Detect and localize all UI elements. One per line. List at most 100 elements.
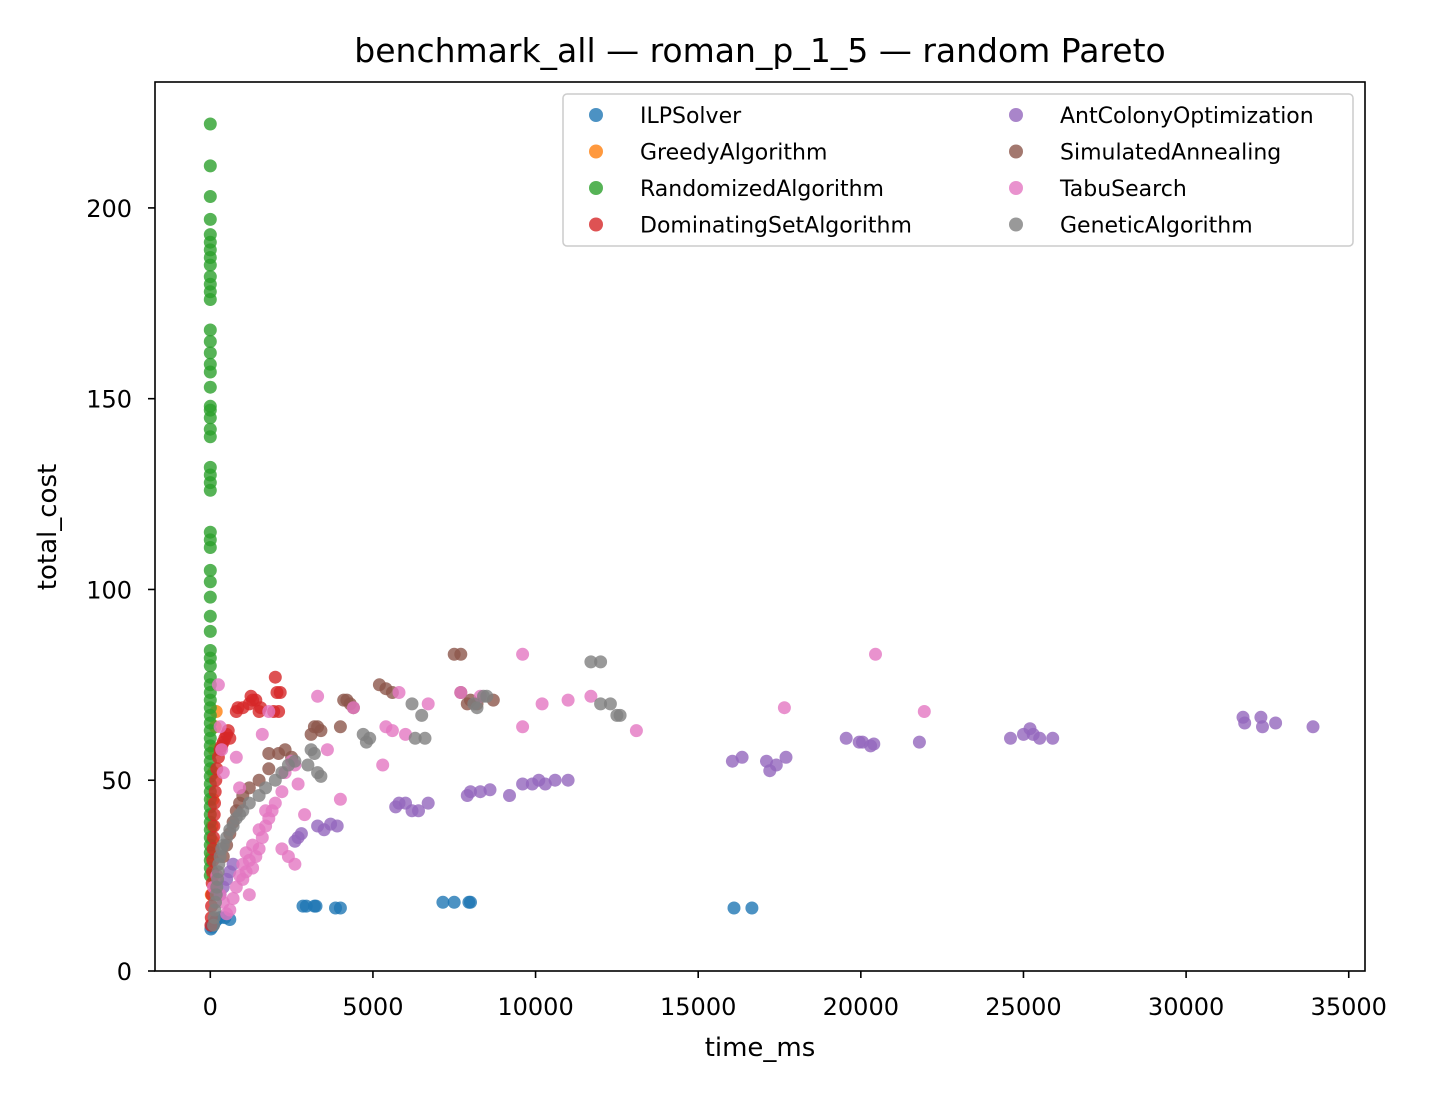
data-point xyxy=(405,697,419,711)
data-point xyxy=(203,190,217,203)
data-point xyxy=(311,689,325,703)
data-point xyxy=(207,831,220,844)
data-point xyxy=(1306,720,1320,734)
data-point xyxy=(1004,731,1017,745)
legend-item-SimulatedAnnealing: SimulatedAnnealing xyxy=(1009,141,1281,166)
data-point xyxy=(333,792,347,806)
x-axis-ticks: 0 5000 10000 15000 20000 25000 30000 35000 xyxy=(203,971,1387,1021)
data-point xyxy=(203,624,217,638)
data-point xyxy=(917,705,931,718)
legend-label: ILPSolver xyxy=(640,104,742,129)
data-point xyxy=(203,365,217,379)
data-point xyxy=(769,758,783,772)
data-point xyxy=(779,750,793,764)
data-point xyxy=(1269,716,1283,730)
data-point xyxy=(203,563,217,577)
data-point xyxy=(211,678,225,692)
data-point xyxy=(727,901,741,915)
data-point xyxy=(314,724,328,738)
legend-label: AntColonyOptimization xyxy=(1060,104,1314,129)
data-point xyxy=(503,789,516,802)
legend-item-GeneticAlgorithm: GeneticAlgorithm xyxy=(1009,214,1253,239)
data-point xyxy=(203,293,217,306)
data-point xyxy=(584,655,598,669)
data-point xyxy=(203,659,217,673)
y-tick-label: 200 xyxy=(86,195,132,223)
data-point xyxy=(421,796,435,810)
data-point xyxy=(229,750,243,764)
data-point xyxy=(363,731,377,745)
legend-marker xyxy=(1009,108,1023,122)
data-point xyxy=(561,693,575,707)
series-RandomizedAlgorithm xyxy=(203,117,217,883)
data-point xyxy=(242,888,256,902)
data-point xyxy=(203,609,217,623)
data-point xyxy=(392,686,406,699)
y-tick-label: 100 xyxy=(86,576,132,604)
x-axis-label: time_ms xyxy=(705,1033,816,1063)
data-point xyxy=(262,747,276,760)
data-point xyxy=(255,727,269,741)
data-point xyxy=(1238,716,1252,730)
data-point xyxy=(288,754,302,768)
data-point xyxy=(869,647,882,661)
data-point xyxy=(298,808,312,822)
x-tick-label: 15000 xyxy=(660,993,736,1021)
data-point xyxy=(745,901,759,915)
data-point xyxy=(215,743,229,757)
data-point xyxy=(203,159,217,173)
data-point xyxy=(223,903,237,917)
data-point xyxy=(203,430,217,444)
legend-label: RandomizedAlgorithm xyxy=(640,177,884,202)
data-point xyxy=(288,857,302,871)
x-tick-label: 5000 xyxy=(342,993,403,1021)
data-point xyxy=(464,895,477,909)
data-point xyxy=(309,899,323,913)
legend-label: DominatingSetAlgorithm xyxy=(640,214,912,239)
data-point xyxy=(268,796,282,810)
data-point xyxy=(412,804,425,818)
data-point xyxy=(1046,731,1060,745)
data-point xyxy=(272,705,286,718)
data-point xyxy=(203,212,217,226)
x-tick-label: 10000 xyxy=(497,993,573,1021)
data-point xyxy=(307,747,321,760)
data-point xyxy=(203,117,217,131)
y-axis-ticks: 0 50 100 150 200 xyxy=(86,195,155,986)
data-point xyxy=(735,750,749,764)
data-point xyxy=(629,724,643,738)
data-point xyxy=(314,769,328,783)
legend-marker xyxy=(589,108,603,122)
data-point xyxy=(203,411,217,425)
data-point xyxy=(464,785,477,799)
data-point xyxy=(213,720,227,734)
data-point xyxy=(208,785,222,799)
chart-title: benchmark_all — roman_p_1_5 — random Par… xyxy=(354,31,1165,70)
legend-item-TabuSearch: TabuSearch xyxy=(1009,177,1187,202)
data-point xyxy=(294,827,308,841)
data-point xyxy=(203,380,217,394)
y-tick-label: 50 xyxy=(101,767,132,795)
data-point xyxy=(346,701,360,715)
data-point xyxy=(584,689,598,703)
legend-item-AntColonyOptimization: AntColonyOptimization xyxy=(1009,104,1314,129)
data-point xyxy=(226,892,240,905)
data-point xyxy=(252,823,266,837)
data-point xyxy=(203,323,217,337)
data-point xyxy=(535,697,549,711)
data-point xyxy=(262,762,276,776)
data-point xyxy=(320,743,334,757)
legend-marker xyxy=(589,181,603,195)
legend-box xyxy=(562,93,1354,247)
data-point xyxy=(262,705,276,718)
data-point xyxy=(203,258,217,272)
legend-item-DominatingSetAlgorithm: DominatingSetAlgorithm xyxy=(589,214,912,239)
data-points xyxy=(203,117,1320,936)
x-tick-label: 35000 xyxy=(1311,993,1387,1021)
data-point xyxy=(203,575,217,589)
legend-marker xyxy=(589,144,603,159)
x-tick-label: 30000 xyxy=(1148,993,1224,1021)
legend-label: GreedyAlgorithm xyxy=(640,141,827,166)
